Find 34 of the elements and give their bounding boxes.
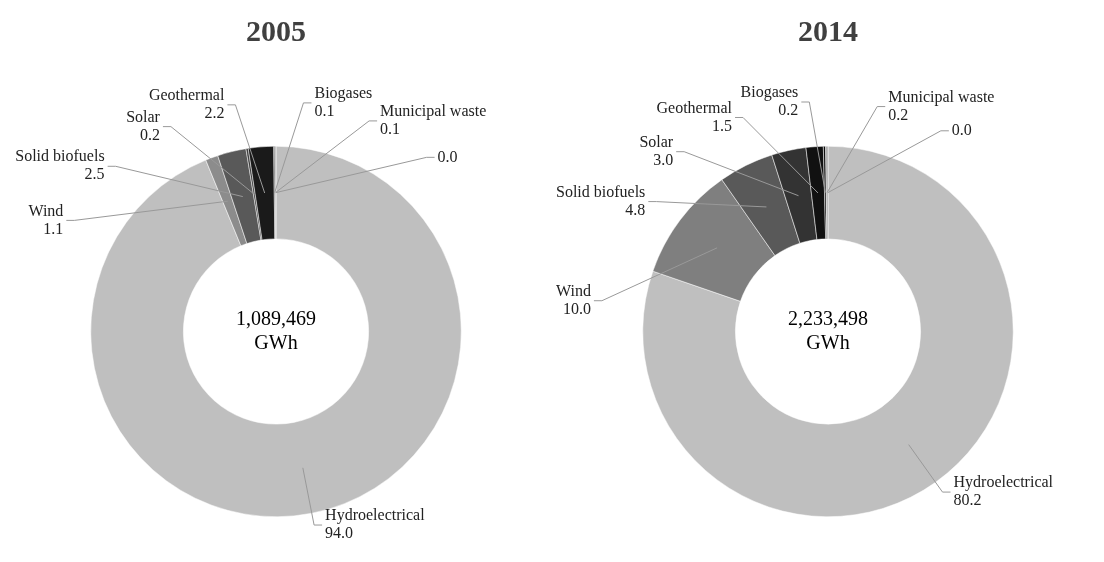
data-label: 1.1	[43, 219, 64, 237]
text: 0.0	[951, 121, 972, 138]
text: 1,089,469 GWh	[236, 306, 316, 353]
slice-label: Solar	[639, 132, 674, 150]
data-label: 2.2	[204, 104, 225, 122]
data-label: 0.1	[380, 120, 401, 138]
chart-title: 2005	[246, 13, 306, 47]
data-label: 3.0	[653, 150, 674, 168]
slice-label: Municipal waste	[888, 87, 995, 106]
data-label: 2.5	[84, 165, 105, 183]
slice-label: Hydroelectrical	[325, 506, 426, 525]
slice-label: Wind	[556, 281, 591, 299]
data-label: 4.8	[625, 200, 646, 218]
data-label: 0.2	[888, 105, 909, 123]
slice-label: Municipal waste	[380, 102, 487, 121]
slice-label: Solid biofuels	[15, 147, 105, 165]
text: 0.0	[437, 147, 458, 165]
slice-label: Geothermal	[656, 98, 733, 116]
data-label: 0.2	[778, 101, 799, 119]
slice-label: Solid biofuels	[555, 182, 646, 200]
text: 2,233,498 GWh	[788, 306, 868, 353]
slice-label: Wind	[28, 201, 64, 219]
slice-label: Geothermal	[148, 86, 225, 104]
data-label: 94.0	[325, 524, 354, 542]
data-label: 0.2	[139, 125, 160, 143]
data-label: 1.5	[712, 116, 733, 134]
slice-label: Solar	[126, 107, 161, 125]
data-label: 80.2	[953, 491, 982, 509]
slice-label: Biogases	[740, 83, 799, 102]
slice-label: Biogases	[314, 84, 373, 103]
data-label: 10.0	[562, 299, 591, 317]
slice-label: Hydroelectrical	[953, 473, 1054, 492]
data-label: 0.1	[314, 102, 335, 120]
chart-title: 2014	[798, 13, 858, 47]
